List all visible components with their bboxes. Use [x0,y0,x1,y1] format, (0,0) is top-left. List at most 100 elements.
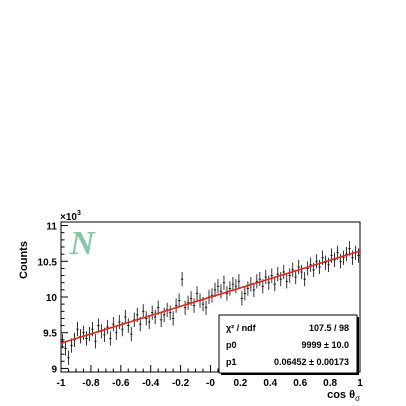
stats-chi2-label: χ² / ndf [226,323,257,333]
data-point [273,277,276,292]
data-point [61,334,64,349]
data-point [97,318,100,333]
y-multiplier-exp: 3 [77,210,81,217]
data-point [291,262,294,277]
data-point [124,309,127,325]
data-point [243,286,247,301]
y-tick-label: 9 [51,364,57,375]
data-point [318,259,321,275]
data-point [342,250,345,265]
data-point [115,325,118,340]
data-point [300,264,303,280]
data-point [171,311,175,326]
y-axis-title: Counts [18,241,30,279]
data-point [276,267,279,282]
data-point [67,350,70,365]
data-point [231,277,235,292]
data-point [216,279,220,294]
data-point [246,281,250,296]
data-point [282,264,285,280]
data-point [279,272,282,287]
data-point [148,314,151,330]
data-point [258,272,262,287]
data-point [94,334,97,349]
data-point [159,312,163,327]
y-multiplier-base: ×10 [60,212,77,223]
data-point [237,274,241,289]
stats-p0-label: p0 [226,340,237,350]
data-point [213,282,217,297]
data-point [183,300,187,315]
data-point [309,257,312,272]
data-point [153,309,157,325]
stats-p0-value: 9999 ± 10.0 [302,340,349,350]
data-point [127,318,130,333]
x-tick-label: -1 [57,378,66,389]
fit-line [60,250,361,344]
data-point [255,274,259,289]
stats-box: χ² / ndf 107.5 / 98 p0 9999 ± 10.0 p1 0.… [218,314,359,375]
y-tick-label: 9.5 [43,329,57,340]
data-point [150,305,154,320]
data-point [130,327,133,342]
x-axis-title-main: cos θ [327,389,355,401]
x-tick-label: -0.8 [82,378,100,389]
data-point [145,311,148,326]
data-point [85,331,88,346]
x-tick-label: 0.8 [323,378,337,389]
data-point [219,284,223,299]
data-point [168,305,172,320]
data-point [76,322,79,337]
stats-p1-value: 0.06452 ± 0.00173 [274,357,349,367]
x-tick-label: 0.6 [293,378,307,389]
data-point [315,254,318,269]
x-tick-label: -0.2 [172,378,190,389]
data-point [204,300,208,315]
data-point [348,241,351,256]
x-axis-title: cos θσ [327,389,360,403]
data-point [264,269,268,285]
data-point [64,341,67,356]
data-point [234,279,238,294]
data-point [294,269,297,285]
data-point [82,325,85,340]
axis-tick-labels: -1 -0.8 -0.6 -0.4 -0.2 -0 0.2 0.4 0.6 0.8 1 9 9.5 10 1… [38,222,364,389]
stats-box-frame [218,314,358,374]
data-point [297,259,300,275]
data-point [177,293,181,308]
data-point [240,291,244,306]
data-point [222,275,226,290]
x-tick-label: -0.4 [142,378,160,389]
x-tick-label: -0.6 [112,378,130,389]
data-point [142,304,145,319]
data-point [288,268,291,283]
data-point [306,261,309,276]
data-point [180,272,184,287]
data-point [270,268,273,283]
data-point [106,319,109,335]
data-point [228,281,232,296]
x-tick-label: 0.2 [233,378,247,389]
x-tick-label: 1 [357,378,363,389]
stats-chi2-value: 107.5 / 98 [309,323,349,333]
y-multiplier: ×103 [60,210,81,223]
y-tick-label: 10 [46,293,58,304]
data-point [267,275,271,290]
data-point [225,286,229,301]
y-tick-label: 11 [46,222,57,233]
data-point [109,331,112,346]
data-point [195,286,199,301]
data-point [303,272,306,287]
data-point [186,295,190,310]
data-point [112,317,115,332]
x-axis-title-sub: σ [355,394,360,403]
logo-n: N [69,225,96,262]
x-tick-label: -0 [206,378,215,389]
data-point [324,255,327,270]
data-point [285,274,288,289]
y-tick-label: 10.5 [38,257,58,268]
data-point [174,298,178,313]
data-point [70,338,73,353]
fit-line-group [60,250,361,344]
